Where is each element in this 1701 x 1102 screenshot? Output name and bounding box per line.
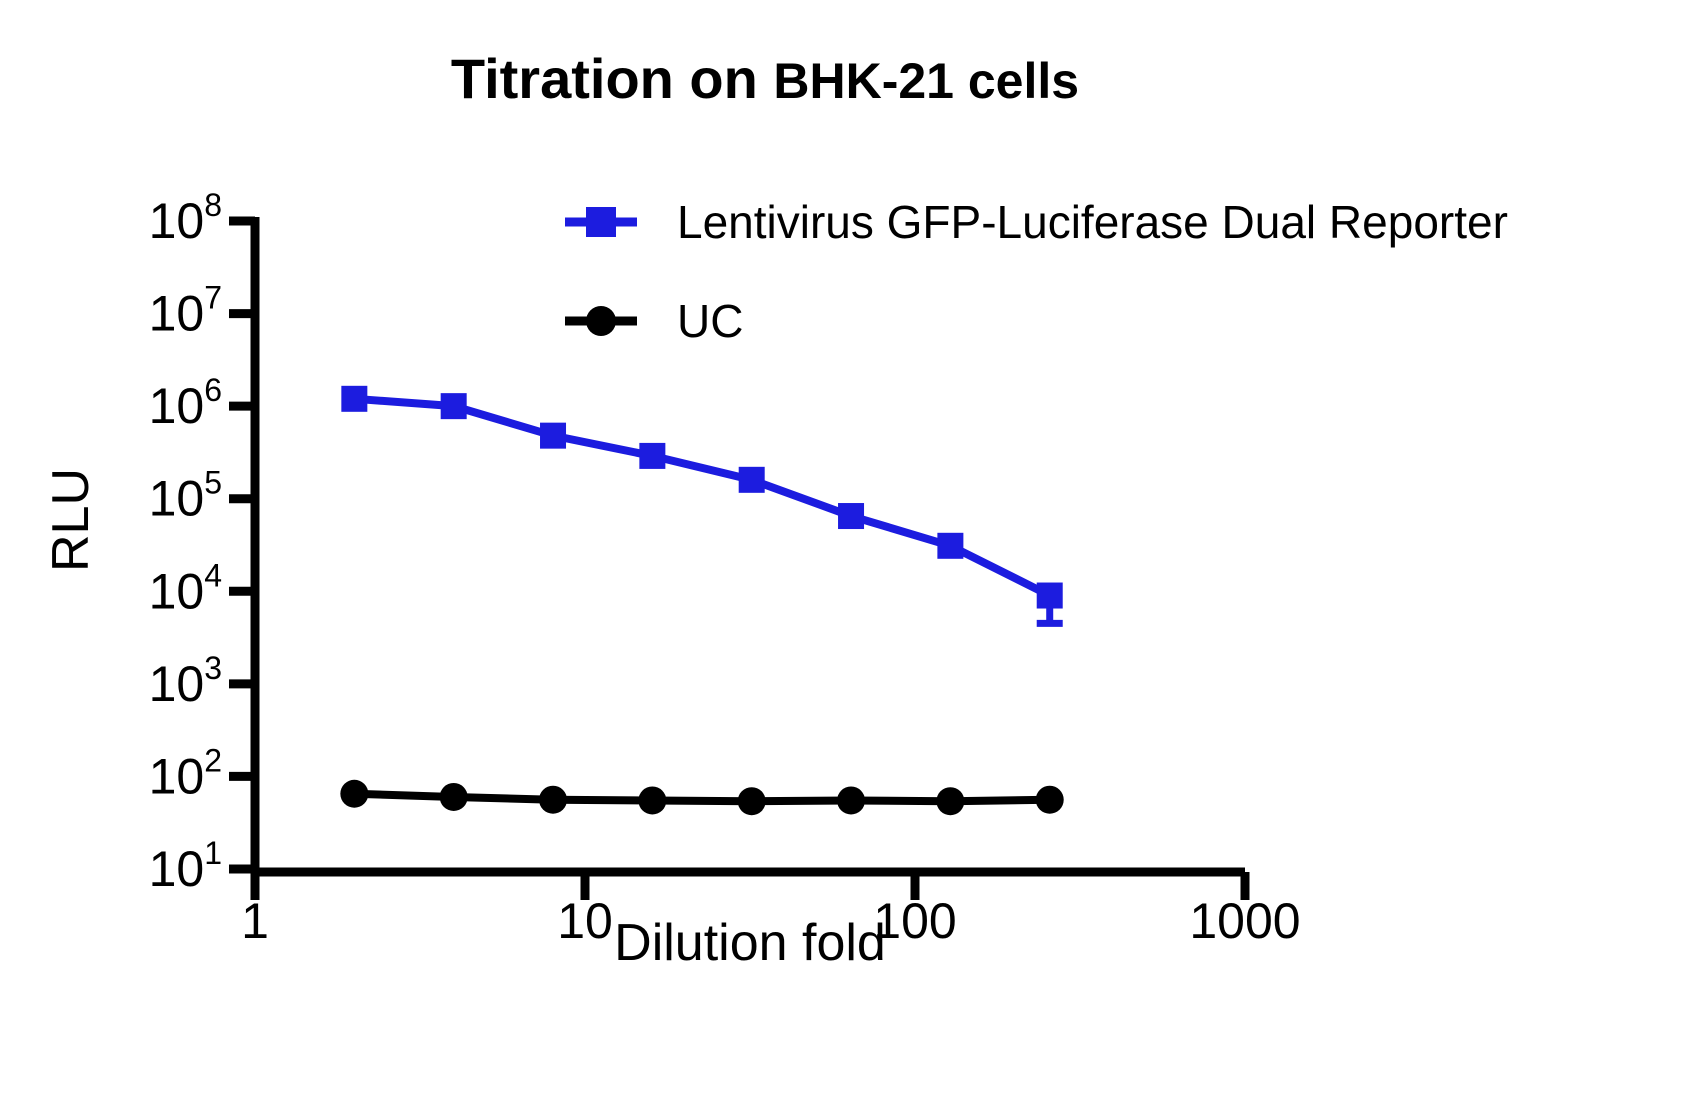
y-tick-label: 103 xyxy=(149,650,222,712)
data-point-square xyxy=(838,503,865,530)
data-point-square xyxy=(639,442,666,469)
chart-title-main: Titration on xyxy=(451,47,774,110)
data-point-circle xyxy=(539,785,568,814)
data-point-circle xyxy=(340,779,369,808)
data-point-circle xyxy=(1035,785,1064,814)
data-point-square xyxy=(1036,582,1063,609)
legend-label-lentivirus: Lentivirus GFP-Luciferase Dual Reporter xyxy=(677,196,1508,248)
data-point-square xyxy=(937,532,964,559)
y-tick-label: 101 xyxy=(149,835,222,897)
x-tick-label: 1000 xyxy=(1189,893,1300,949)
y-axis-title: RLU xyxy=(42,468,100,572)
data-point-circle xyxy=(439,782,468,811)
y-tick-label: 108 xyxy=(149,187,222,249)
legend-item-uc: UC xyxy=(565,295,743,347)
chart-title-sub: BHK-21 cells xyxy=(773,53,1079,109)
y-tick-label: 102 xyxy=(149,742,222,804)
x-axis: 1 10 100 1000 xyxy=(241,867,1301,949)
series-uc xyxy=(340,779,1064,816)
y-tick-label: 106 xyxy=(149,372,222,434)
data-point-circle xyxy=(837,786,866,815)
data-point-circle xyxy=(737,787,766,816)
data-point-square xyxy=(738,466,765,493)
legend: Lentivirus GFP-Luciferase Dual Reporter … xyxy=(565,196,1508,347)
y-tick-label: 105 xyxy=(149,465,222,527)
data-point-square xyxy=(540,422,567,449)
legend-item-lentivirus: Lentivirus GFP-Luciferase Dual Reporter xyxy=(565,196,1508,248)
data-series xyxy=(340,385,1064,816)
x-tick-label: 10 xyxy=(557,893,613,949)
x-tick-label: 100 xyxy=(873,893,956,949)
series-lentivirus xyxy=(341,385,1063,627)
y-tick-label: 104 xyxy=(149,557,222,619)
data-point-square xyxy=(341,385,368,412)
legend-circle-marker-icon xyxy=(586,306,616,336)
chart-title: Titration on BHK-21 cells xyxy=(451,47,1079,110)
x-tick-label: 1 xyxy=(241,893,269,949)
legend-label-uc: UC xyxy=(677,295,743,347)
x-axis-title: Dilution fold xyxy=(614,914,886,972)
y-axis: 101 102 103 104 105 106 107 108 xyxy=(149,187,260,897)
series-line xyxy=(354,789,1050,806)
series-line xyxy=(354,394,1052,600)
y-tick-label: 107 xyxy=(149,280,222,342)
data-point-square xyxy=(440,393,467,420)
legend-square-marker-icon xyxy=(586,207,616,237)
data-point-circle xyxy=(936,787,965,816)
data-point-circle xyxy=(638,786,667,815)
